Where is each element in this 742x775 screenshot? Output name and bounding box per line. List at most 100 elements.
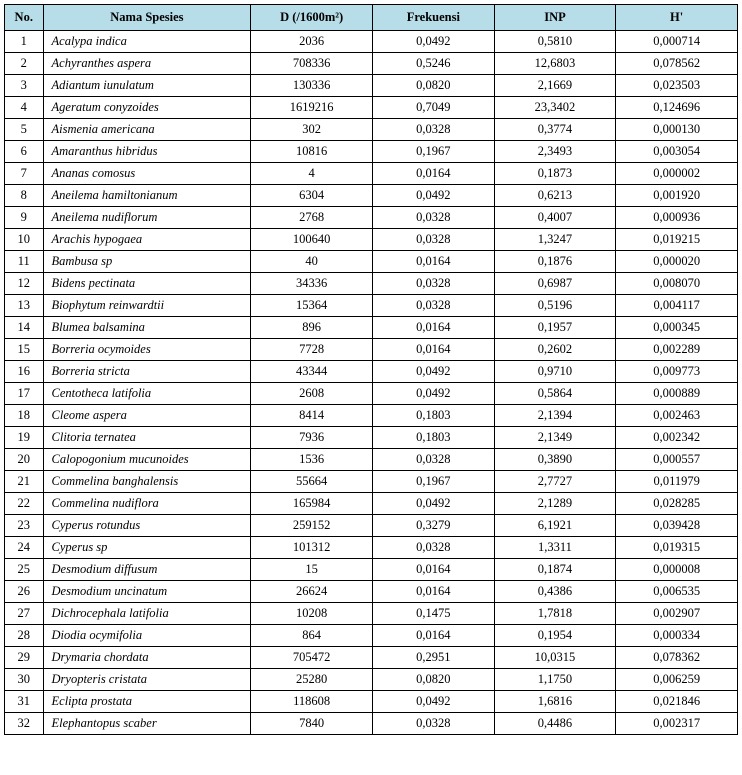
cell-species: Bambusa sp: [43, 251, 251, 273]
cell-freq: 0,0328: [373, 119, 495, 141]
cell-species: Bidens pectinata: [43, 273, 251, 295]
table-row: 25Desmodium diffusum150,01640,18740,0000…: [5, 559, 738, 581]
cell-d: 8414: [251, 405, 373, 427]
cell-d: 15: [251, 559, 373, 581]
col-no: No.: [5, 5, 44, 31]
table-row: 19Clitoria ternatea79360,18032,13490,002…: [5, 427, 738, 449]
cell-no: 12: [5, 273, 44, 295]
cell-species: Drymaria chordata: [43, 647, 251, 669]
cell-species: Cyperus sp: [43, 537, 251, 559]
cell-h: 0,124696: [616, 97, 738, 119]
cell-no: 16: [5, 361, 44, 383]
cell-inp: 0,6213: [494, 185, 616, 207]
cell-freq: 0,7049: [373, 97, 495, 119]
table-row: 1Acalypa indica20360,04920,58100,000714: [5, 31, 738, 53]
cell-d: 7840: [251, 713, 373, 735]
cell-d: 705472: [251, 647, 373, 669]
cell-h: 0,000714: [616, 31, 738, 53]
table-row: 7Ananas comosus40,01640,18730,000002: [5, 163, 738, 185]
cell-h: 0,002463: [616, 405, 738, 427]
table-row: 28Diodia ocymifolia8640,01640,19540,0003…: [5, 625, 738, 647]
table-row: 26Desmodium uncinatum266240,01640,43860,…: [5, 581, 738, 603]
cell-h: 0,002907: [616, 603, 738, 625]
species-table: No. Nama Spesies D (/1600m²) Frekuensi I…: [4, 4, 738, 735]
cell-d: 55664: [251, 471, 373, 493]
cell-species: Dryopteris cristata: [43, 669, 251, 691]
cell-inp: 0,1874: [494, 559, 616, 581]
cell-inp: 0,9710: [494, 361, 616, 383]
table-row: 32Elephantopus scaber78400,03280,44860,0…: [5, 713, 738, 735]
table-row: 11Bambusa sp400,01640,18760,000020: [5, 251, 738, 273]
cell-freq: 0,0492: [373, 185, 495, 207]
cell-h: 0,003054: [616, 141, 738, 163]
cell-freq: 0,0328: [373, 273, 495, 295]
cell-species: Elephantopus scaber: [43, 713, 251, 735]
cell-inp: 0,3774: [494, 119, 616, 141]
col-h: H': [616, 5, 738, 31]
cell-d: 1536: [251, 449, 373, 471]
cell-species: Commelina banghalensis: [43, 471, 251, 493]
cell-d: 40: [251, 251, 373, 273]
cell-no: 15: [5, 339, 44, 361]
cell-freq: 0,0820: [373, 669, 495, 691]
cell-no: 31: [5, 691, 44, 713]
cell-freq: 0,0328: [373, 713, 495, 735]
cell-h: 0,000130: [616, 119, 738, 141]
cell-freq: 0,0164: [373, 251, 495, 273]
cell-h: 0,002317: [616, 713, 738, 735]
table-row: 6Amaranthus hibridus108160,19672,34930,0…: [5, 141, 738, 163]
cell-d: 7936: [251, 427, 373, 449]
cell-inp: 2,1394: [494, 405, 616, 427]
cell-h: 0,000557: [616, 449, 738, 471]
cell-no: 24: [5, 537, 44, 559]
cell-freq: 0,0164: [373, 559, 495, 581]
cell-inp: 0,1873: [494, 163, 616, 185]
cell-d: 708336: [251, 53, 373, 75]
table-row: 3Adiantum iunulatum1303360,08202,16690,0…: [5, 75, 738, 97]
cell-freq: 0,0328: [373, 295, 495, 317]
cell-no: 10: [5, 229, 44, 251]
table-row: 21Commelina banghalensis556640,19672,772…: [5, 471, 738, 493]
cell-inp: 23,3402: [494, 97, 616, 119]
cell-freq: 0,2951: [373, 647, 495, 669]
cell-freq: 0,0164: [373, 581, 495, 603]
cell-d: 1619216: [251, 97, 373, 119]
cell-no: 8: [5, 185, 44, 207]
cell-no: 21: [5, 471, 44, 493]
cell-species: Eclipta prostata: [43, 691, 251, 713]
cell-no: 6: [5, 141, 44, 163]
cell-h: 0,000345: [616, 317, 738, 339]
cell-h: 0,000936: [616, 207, 738, 229]
col-freq: Frekuensi: [373, 5, 495, 31]
cell-species: Biophytum reinwardtii: [43, 295, 251, 317]
table-row: 16Borreria stricta433440,04920,97100,009…: [5, 361, 738, 383]
cell-h: 0,028285: [616, 493, 738, 515]
cell-species: Calopogonium mucunoides: [43, 449, 251, 471]
cell-no: 29: [5, 647, 44, 669]
cell-inp: 0,1876: [494, 251, 616, 273]
cell-inp: 0,4007: [494, 207, 616, 229]
cell-no: 20: [5, 449, 44, 471]
cell-freq: 0,1967: [373, 471, 495, 493]
cell-inp: 0,1957: [494, 317, 616, 339]
cell-species: Blumea balsamina: [43, 317, 251, 339]
cell-freq: 0,0328: [373, 229, 495, 251]
cell-species: Cyperus rotundus: [43, 515, 251, 537]
cell-species: Diodia ocymifolia: [43, 625, 251, 647]
cell-species: Acalypa indica: [43, 31, 251, 53]
cell-d: 4: [251, 163, 373, 185]
table-row: 5Aismenia americana3020,03280,37740,0001…: [5, 119, 738, 141]
cell-inp: 1,3311: [494, 537, 616, 559]
cell-species: Dichrocephala latifolia: [43, 603, 251, 625]
cell-inp: 2,1349: [494, 427, 616, 449]
col-species: Nama Spesies: [43, 5, 251, 31]
cell-inp: 0,1954: [494, 625, 616, 647]
cell-freq: 0,1967: [373, 141, 495, 163]
cell-no: 7: [5, 163, 44, 185]
cell-freq: 0,1475: [373, 603, 495, 625]
col-inp: INP: [494, 5, 616, 31]
cell-freq: 0,1803: [373, 427, 495, 449]
cell-h: 0,000008: [616, 559, 738, 581]
table-row: 22Commelina nudiflora1659840,04922,12890…: [5, 493, 738, 515]
cell-inp: 12,6803: [494, 53, 616, 75]
